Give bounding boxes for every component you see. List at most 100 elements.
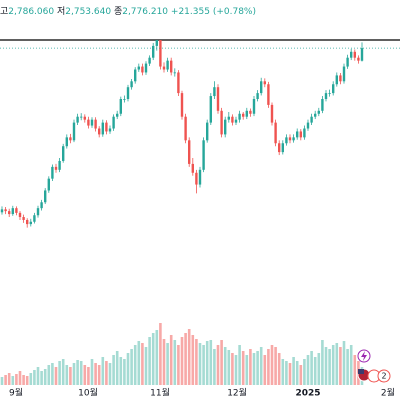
candle-body bbox=[245, 110, 248, 117]
candle-body bbox=[177, 72, 180, 94]
candle-body bbox=[83, 116, 86, 120]
volume-bar bbox=[231, 353, 234, 385]
candle-body bbox=[321, 99, 324, 111]
candle-body bbox=[184, 116, 187, 141]
candle-body bbox=[134, 69, 137, 82]
volume-bar bbox=[349, 345, 353, 385]
candle-body bbox=[51, 166, 54, 179]
volume-bar bbox=[184, 333, 187, 385]
candle-body bbox=[224, 119, 227, 135]
volume-bar bbox=[151, 333, 155, 385]
candle-body bbox=[342, 66, 346, 82]
candle-body bbox=[278, 143, 281, 153]
volume-bar bbox=[328, 349, 331, 385]
candle-body bbox=[98, 128, 101, 135]
volume-bar bbox=[216, 345, 220, 385]
candle-body bbox=[8, 211, 11, 215]
candle-body bbox=[90, 119, 94, 126]
volume-bar bbox=[43, 369, 47, 385]
volume-bar bbox=[295, 361, 299, 385]
candle-body bbox=[256, 93, 259, 100]
volume-bar bbox=[180, 337, 184, 385]
candle-body bbox=[33, 215, 36, 222]
candle-body bbox=[126, 87, 130, 100]
candle-body bbox=[11, 208, 14, 215]
candle-body bbox=[29, 221, 32, 225]
volume-bar bbox=[321, 340, 324, 385]
volume-bar bbox=[166, 343, 169, 385]
volume-bar bbox=[144, 347, 148, 385]
volume-bar bbox=[173, 340, 177, 385]
candle-body bbox=[242, 113, 245, 117]
volume-bar bbox=[133, 345, 137, 385]
volume-bar bbox=[209, 340, 213, 385]
badge-count: 2 bbox=[381, 372, 386, 381]
low-value: 2,753.640 bbox=[65, 7, 111, 17]
close-value: 2,776.210 bbox=[122, 7, 168, 17]
volume-bar bbox=[101, 357, 105, 385]
volume-bar bbox=[87, 367, 90, 385]
volume-bar bbox=[61, 359, 65, 385]
x-tick-label: 2025 bbox=[295, 389, 320, 399]
candle-body bbox=[101, 122, 104, 135]
volume-bar bbox=[220, 340, 223, 385]
candle-body bbox=[350, 51, 353, 58]
volume-bar bbox=[342, 341, 346, 385]
x-tick-label: 10월 bbox=[78, 387, 98, 399]
x-tick-label: 9월 bbox=[9, 387, 23, 399]
volume-bar bbox=[126, 353, 130, 385]
candle-body bbox=[58, 160, 61, 170]
volume-bar bbox=[123, 359, 126, 385]
candle-body bbox=[0, 209, 4, 213]
candle-body bbox=[94, 119, 97, 129]
candle-body bbox=[324, 93, 328, 100]
volume-bar bbox=[25, 376, 29, 385]
volume-bar bbox=[119, 357, 123, 385]
candle-body bbox=[119, 99, 122, 114]
volume-bar bbox=[7, 373, 11, 385]
candle-body bbox=[296, 131, 299, 138]
volume-bar bbox=[223, 347, 227, 385]
volume-bar bbox=[205, 341, 209, 385]
candle-body bbox=[310, 116, 313, 123]
candle-body bbox=[227, 116, 230, 120]
candle-body bbox=[87, 119, 90, 126]
candle-body bbox=[317, 110, 320, 114]
volume-bar bbox=[33, 370, 36, 385]
candle-body bbox=[306, 122, 310, 129]
volume-bar bbox=[29, 373, 33, 385]
candle-body bbox=[231, 116, 234, 123]
volume-bar bbox=[335, 343, 339, 385]
candle-body bbox=[288, 137, 292, 141]
event-badge[interactable] bbox=[377, 369, 391, 383]
volume-bar bbox=[187, 329, 191, 385]
candle-body bbox=[274, 122, 277, 144]
volume-bar bbox=[299, 365, 303, 385]
ohlc-header: 고2,786.060 저2,753.640 종2,776.210 +21.355… bbox=[0, 6, 256, 17]
candle-body bbox=[195, 172, 198, 185]
volume-bar bbox=[353, 355, 357, 385]
volume-bar bbox=[169, 335, 173, 385]
candle-body bbox=[332, 84, 335, 94]
volume-bar bbox=[36, 367, 40, 385]
volume-bar bbox=[274, 347, 277, 385]
volume-bar bbox=[198, 343, 202, 385]
candle-body bbox=[26, 219, 29, 225]
volume-bar bbox=[159, 323, 162, 385]
volume-bar bbox=[270, 345, 274, 385]
candle-body bbox=[72, 122, 76, 141]
volume-bar bbox=[76, 360, 79, 385]
volume-bar bbox=[303, 359, 306, 385]
volume-bar bbox=[18, 371, 22, 385]
volume-bar bbox=[112, 355, 115, 385]
candle-body bbox=[155, 40, 158, 46]
volume-bar bbox=[202, 345, 205, 385]
candle-body bbox=[198, 169, 202, 185]
candle-body bbox=[162, 66, 166, 70]
volume-bar bbox=[195, 339, 198, 385]
flag-canton bbox=[358, 369, 364, 374]
candle-body bbox=[357, 57, 360, 61]
candle-body bbox=[159, 40, 162, 67]
candle-body bbox=[249, 110, 252, 114]
